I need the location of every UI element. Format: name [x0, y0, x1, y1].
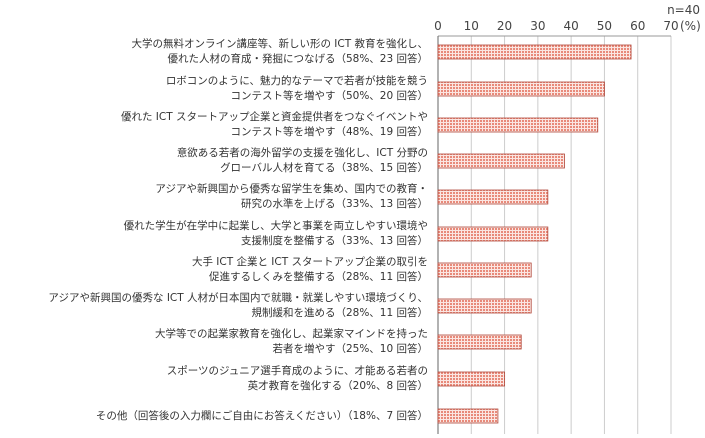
x-tick-label: 20: [497, 19, 512, 33]
bar: [437, 226, 549, 242]
unit-label: (%): [680, 19, 701, 33]
x-tick-label: 40: [564, 19, 579, 33]
bar: [437, 81, 605, 97]
category-label-line: 優れた人材の育成・発掘につなげる（58%、23 回答）: [167, 53, 428, 65]
category-label-line: 促進するしくみを整備する（28%、11 回答）: [209, 271, 428, 283]
category-label-line: 優れた ICT スタートアップ企業と資金提供者をつなぐイベントや: [120, 111, 428, 123]
category-label: アジアや新興国の優秀な ICT 人材が日本国内で就職・就業しやすい環境づくり、規…: [48, 291, 428, 321]
category-label: スポーツのジュニア選手育成のように、才能ある若者の英才教育を強化する（20%、8…: [167, 364, 428, 394]
category-label-line: 英才教育を強化する（20%、8 回答）: [247, 380, 428, 392]
category-label-line: 優れた学生が在学中に起業し、大学と事業を両立しやすい環境や: [123, 220, 428, 232]
x-tick-label: 10: [464, 19, 479, 33]
category-label-line: コンテスト等を増やす（48%、19 回答）: [230, 126, 428, 138]
category-label-line: その他（回答後の入力欄にご自由にお答えください）（18%、7 回答）: [95, 409, 428, 422]
category-label-line: グローバル人材を育てる（38%、15 回答）: [220, 162, 428, 174]
x-tick-label: 30: [530, 19, 545, 33]
category-label-line: 大手 ICT 企業と ICT スタートアップ企業の取引を: [191, 256, 428, 268]
bar: [437, 408, 499, 424]
category-label: 優れた ICT スタートアップ企業と資金提供者をつなぐイベントやコンテスト等を増…: [121, 110, 428, 140]
category-label: 大手 ICT 企業と ICT スタートアップ企業の取引を促進するしくみを整備する…: [192, 255, 428, 285]
bar: [437, 44, 632, 60]
category-label-line: 意欲ある若者の海外留学の支援を強化し、ICT 分野の: [176, 147, 428, 159]
category-label-line: アジアや新興国から優秀な留学生を集め、国内での教育・: [155, 183, 428, 195]
bar: [437, 153, 565, 169]
bar: [437, 117, 599, 133]
category-label-line: コンテスト等を増やす（50%、20 回答）: [230, 90, 428, 102]
x-tick-label: 50: [597, 19, 612, 33]
category-label: 意欲ある若者の海外留学の支援を強化し、ICT 分野のグローバル人材を育てる（38…: [177, 146, 428, 176]
bar: [437, 262, 532, 278]
category-label-line: 大学の無料オンライン講座等、新しい形の ICT 教育を強化し、: [131, 38, 428, 50]
category-label: 大学の無料オンライン講座等、新しい形の ICT 教育を強化し、優れた人材の育成・…: [131, 37, 428, 67]
category-label: 大学等での起業家教育を強化し、起業家マインドを持った若者を増やす（25%、10 …: [155, 327, 428, 357]
n-label: n=40: [667, 3, 700, 17]
category-label-line: 規制緩和を進める（28%、11 回答）: [251, 307, 428, 319]
bar: [437, 189, 549, 205]
x-tick-label: 70: [663, 19, 678, 33]
category-label: 優れた学生が在学中に起業し、大学と事業を両立しやすい環境や支援制度を整備する（3…: [124, 219, 428, 249]
category-label-line: アジアや新興国の優秀な ICT 人材が日本国内で就職・就業しやすい環境づくり、: [48, 292, 428, 304]
category-label: その他（回答後の入力欄にご自由にお答えください）（18%、7 回答）: [96, 409, 428, 424]
category-label-line: 支援制度を整備する（33%、13 回答）: [240, 235, 428, 247]
bar: [437, 371, 505, 387]
category-label: アジアや新興国から優秀な留学生を集め、国内での教育・研究の水準を上げる（33%、…: [155, 182, 428, 212]
x-tick-label: 0: [434, 19, 442, 33]
bar: [437, 298, 532, 314]
bar: [437, 334, 522, 350]
category-label-line: 若者を増やす（25%、10 回答）: [272, 343, 428, 355]
category-label-line: スポーツのジュニア選手育成のように、才能ある若者の: [166, 365, 428, 377]
category-label-line: 大学等での起業家教育を強化し、起業家マインドを持った: [155, 328, 428, 340]
x-tick-label: 60: [630, 19, 645, 33]
category-label: ロボコンのように、魅力的なテーマで若者が技能を競うコンテスト等を増やす（50%、…: [166, 74, 428, 104]
category-label-line: 研究の水準を上げる（33%、13 回答）: [240, 198, 428, 210]
category-label-line: ロボコンのように、魅力的なテーマで若者が技能を競う: [165, 75, 428, 87]
